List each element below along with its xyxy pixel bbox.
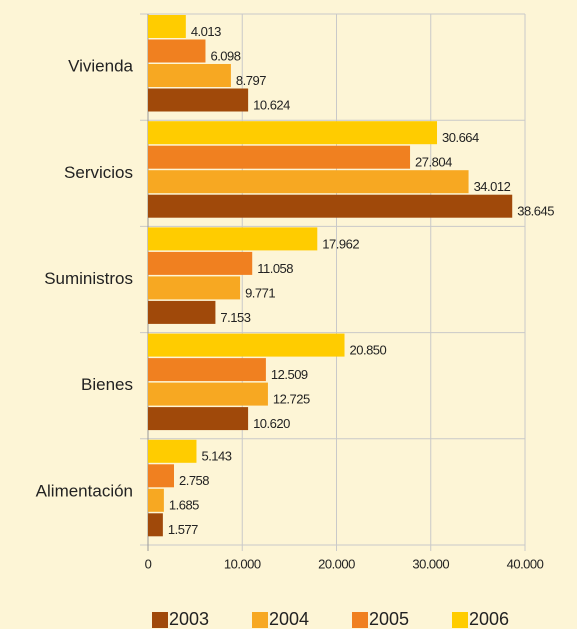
bar — [148, 439, 197, 463]
data-label: 20.850 — [350, 343, 387, 358]
bar — [148, 407, 249, 431]
bar — [148, 227, 318, 251]
legend-label: 2005 — [369, 609, 409, 629]
data-label: 12.509 — [271, 367, 308, 382]
data-label: 27.804 — [415, 155, 452, 170]
bar — [148, 513, 163, 537]
bar — [148, 170, 469, 194]
data-label: 38.645 — [517, 204, 554, 219]
y-tick-label: Servicios — [64, 163, 133, 182]
data-label: 34.012 — [474, 179, 511, 194]
legend-swatch — [252, 612, 268, 628]
data-label: 10.624 — [253, 97, 290, 112]
x-tick-label: 10.000 — [224, 556, 261, 571]
bar — [148, 121, 438, 145]
bar — [148, 276, 241, 300]
bar — [148, 39, 206, 63]
y-tick-label: Alimentación — [36, 481, 133, 500]
bar — [148, 194, 513, 218]
legend-swatch — [352, 612, 368, 628]
bar — [148, 488, 164, 512]
data-label: 10.620 — [253, 416, 290, 431]
data-label: 30.664 — [442, 130, 479, 145]
data-label: 5.143 — [201, 449, 231, 464]
data-label: 7.153 — [220, 310, 250, 325]
data-label: 8.797 — [236, 73, 266, 88]
data-label: 11.058 — [257, 261, 293, 276]
bar — [148, 382, 268, 406]
bar — [148, 251, 253, 275]
legend-label: 2006 — [469, 609, 509, 629]
y-tick-label: Bienes — [81, 375, 133, 394]
data-label: 2.758 — [179, 473, 209, 488]
x-tick-label: 30.000 — [412, 556, 449, 571]
data-label: 4.013 — [191, 24, 221, 39]
data-label: 6.098 — [210, 48, 240, 63]
legend-label: 2003 — [169, 609, 209, 629]
bar — [148, 464, 174, 488]
data-label: 1.577 — [168, 522, 198, 537]
bar — [148, 300, 216, 324]
bar — [148, 15, 186, 38]
bar — [148, 64, 231, 87]
legend-label: 2004 — [269, 609, 309, 629]
x-tick-label: 40.000 — [507, 556, 544, 571]
data-label: 12.725 — [273, 392, 310, 407]
data-label: 1.685 — [169, 498, 199, 513]
legend-swatch — [452, 612, 468, 628]
y-tick-label: Vivienda — [68, 57, 133, 76]
bar — [148, 333, 345, 357]
x-tick-label: 0 — [145, 556, 152, 571]
x-tick-label: 20.000 — [318, 556, 355, 571]
bar — [148, 88, 249, 112]
bar — [148, 145, 411, 169]
data-label: 9.771 — [245, 285, 275, 300]
y-tick-label: Suministros — [44, 269, 133, 288]
bar — [148, 358, 266, 382]
legend-swatch — [152, 612, 168, 628]
data-label: 17.962 — [322, 236, 359, 251]
